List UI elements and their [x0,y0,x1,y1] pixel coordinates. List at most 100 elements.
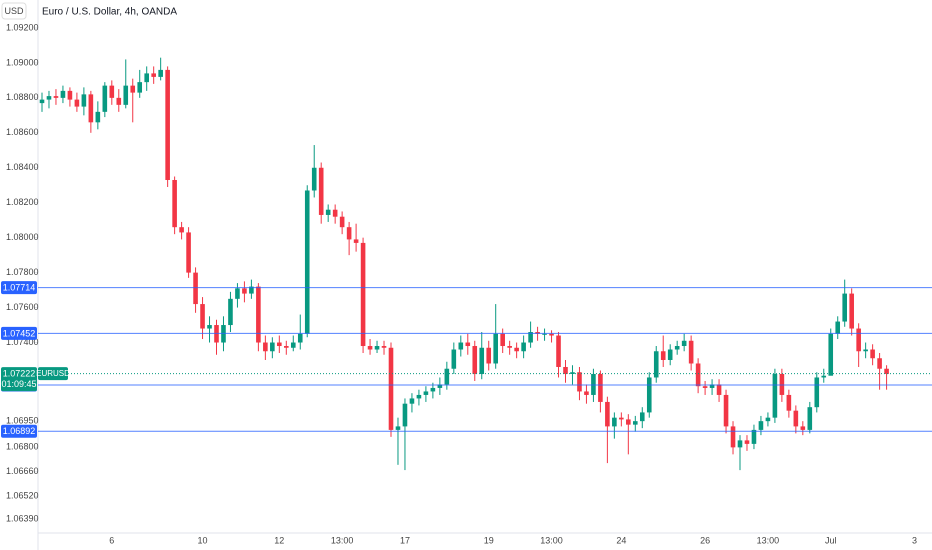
candle-body [570,372,575,374]
candle-body [528,332,533,343]
candle-body [772,373,778,418]
candle-body [193,272,198,305]
candle-body [123,85,129,105]
candle-body [165,69,170,180]
candle-body [660,351,666,360]
y-tick-label: 1.06800 [6,442,39,452]
y-tick-label: 1.06520 [6,491,39,501]
candle-body [514,347,519,352]
candle-body [807,407,813,430]
candle-body [688,340,694,364]
candle-body [563,366,568,374]
candle-body [297,333,303,343]
candle-body [346,227,352,240]
candle-body [751,429,757,444]
level-label: 1.07714 [3,283,36,293]
candle-body [67,90,73,100]
y-tick-label: 1.07400 [6,337,39,347]
candle-body [284,346,289,348]
candle-body [723,394,729,427]
candle-body [549,333,554,336]
candle-body [207,325,212,329]
candle-body [828,333,834,376]
candle-body [556,335,561,367]
candle-body [290,342,296,348]
candle-body [39,99,45,104]
candle-body [242,288,247,294]
candle-body [451,349,457,369]
candle-body [144,73,149,83]
y-tick-label: 1.08400 [6,162,39,172]
candle-body [458,342,464,350]
y-tick-label: 1.07600 [6,302,39,312]
candle-body [695,363,701,387]
candle-body [367,346,373,350]
candle-body [228,298,233,326]
candle-body [109,85,115,98]
candle-body [667,349,673,360]
candle-body [437,384,443,388]
level-label-box [1,281,37,295]
candle-body [639,412,645,422]
candle-body [186,232,191,273]
candle-body [444,368,450,385]
candle-body [765,417,771,422]
candle-body [353,239,359,243]
x-tick-label: Jul [825,535,837,545]
candle-body [374,346,380,350]
candle-body [249,286,254,294]
y-tick-label: 1.06390 [6,513,39,523]
candle-body [737,440,743,448]
candle-body [646,377,652,413]
candle-body [626,419,631,425]
candle-body [493,333,498,364]
candle-body [535,332,540,334]
candle-body [479,347,485,374]
candle-body [465,342,471,347]
candle-body [870,349,875,359]
y-tick-label: 1.08200 [6,197,39,207]
last-price-box [1,367,37,392]
countdown-label: 01:09:45 [1,379,36,389]
currency-label[interactable]: USD [4,6,24,16]
x-tick-label: 10 [198,535,208,545]
candle-body [270,342,275,352]
candle-body [395,426,401,430]
candle-body [179,227,184,233]
last-price-label: 1.07222 [3,368,36,378]
candle-body [325,209,331,215]
candle-body [102,85,108,112]
candle-body [577,372,582,392]
candle-body [130,85,136,93]
candle-body [402,403,408,427]
candle-body [360,242,366,347]
candle-body [416,394,422,399]
x-tick-label: 6 [109,535,114,545]
candle-body [612,417,617,427]
candle-body [681,340,687,347]
y-tick-label: 1.06950 [6,416,39,426]
x-tick-label: 13:00 [540,535,563,545]
candle-body [332,209,338,217]
candle-body [137,82,143,93]
candle-body [856,328,861,352]
candle-body [653,351,659,378]
candle-body [835,321,841,334]
candle-body [758,421,764,430]
candle-body [814,377,820,408]
symbol-box [38,367,68,381]
candle-body [500,333,505,347]
x-tick-label: 12 [274,535,284,545]
candle-body [311,167,317,191]
candle-body [619,417,624,420]
candle-body [60,90,66,98]
candle-body [486,347,492,364]
symbol-title: Euro / U.S. Dollar, 4h, OANDA [42,7,177,18]
currency-button[interactable] [1,2,27,20]
candle-body [633,421,638,425]
candle-body [674,346,680,350]
x-tick-label: 3 [912,535,917,545]
candle-body [821,375,827,378]
